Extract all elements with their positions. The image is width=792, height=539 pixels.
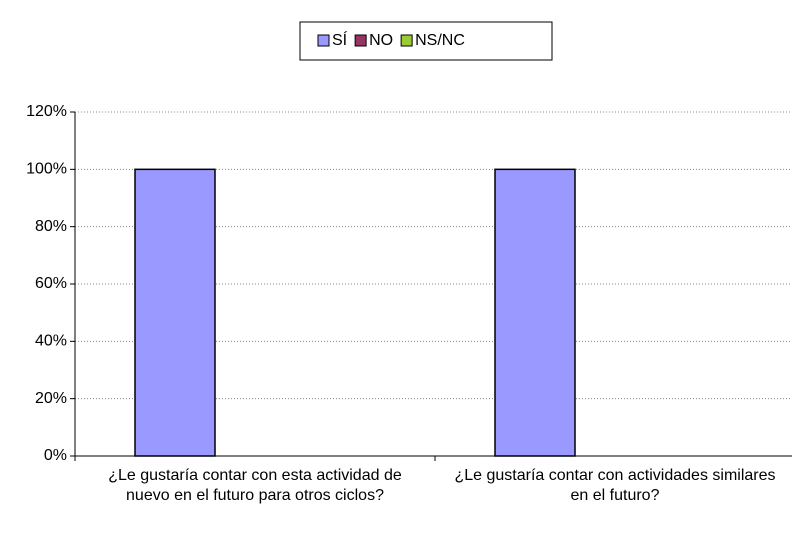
bar bbox=[134, 168, 216, 457]
y-tick-label: 100% bbox=[26, 161, 67, 178]
y-tick-label: 80% bbox=[35, 218, 67, 235]
y-tick-label: 0% bbox=[44, 447, 67, 464]
legend-swatch bbox=[400, 34, 413, 47]
legend-swatch bbox=[354, 34, 367, 47]
x-tick-label: ¿Le gustaría contar con esta actividad d… bbox=[108, 467, 402, 504]
bar bbox=[494, 168, 576, 457]
legend-label: NO bbox=[369, 32, 393, 49]
y-tick-label: 120% bbox=[26, 103, 67, 120]
y-tick-label: 20% bbox=[35, 390, 67, 407]
legend-label: SÍ bbox=[332, 30, 348, 49]
legend-box bbox=[299, 21, 553, 61]
legend-swatch bbox=[317, 34, 330, 47]
y-tick-label: 60% bbox=[35, 275, 67, 292]
x-tick-label: ¿Le gustaría contar con actividades simi… bbox=[454, 467, 776, 504]
y-tick-label: 40% bbox=[35, 333, 67, 350]
legend-label: NS/NC bbox=[415, 32, 465, 49]
